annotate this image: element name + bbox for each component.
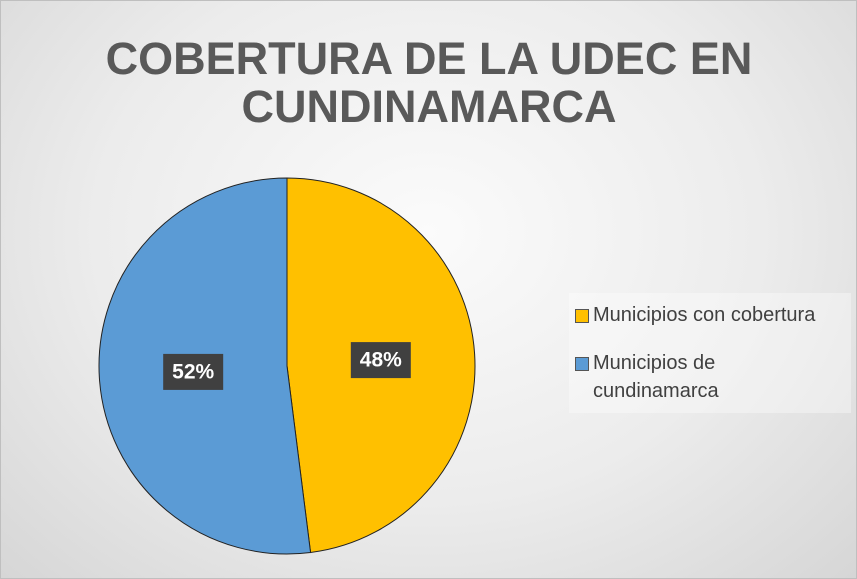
legend: Municipios con cobertura Municipios de cu… — [569, 293, 851, 413]
chart-title: COBERTURA DE LA UDEC EN CUNDINAMARCA — [105, 33, 753, 132]
value-label-box — [350, 342, 411, 379]
legend-label: Municipios de cundinamarca — [593, 352, 719, 402]
value-label: 52% — [172, 360, 214, 383]
legend-item: Municipios de cundinamarca — [575, 349, 845, 405]
legend-swatch — [575, 309, 589, 323]
legend-swatch — [575, 357, 589, 371]
value-label-box — [163, 353, 224, 390]
legend-item: Municipios con cobertura — [575, 301, 845, 329]
value-label: 48% — [360, 349, 402, 372]
legend-label: Municipios con cobertura — [593, 304, 816, 326]
